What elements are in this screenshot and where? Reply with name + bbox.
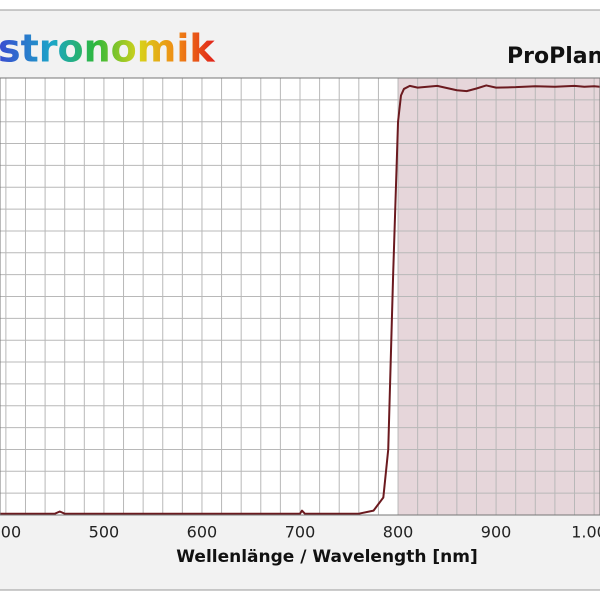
x-tick-label: 500 <box>89 523 120 542</box>
x-tick-label: 600 <box>187 523 218 542</box>
x-tick-label: 700 <box>285 523 316 542</box>
transmission-curve <box>0 84 600 515</box>
x-tick-label: 900 <box>481 523 512 542</box>
x-axis-title: Wellenlänge / Wavelength [nm] <box>176 547 477 567</box>
logo: stronomik <box>0 27 215 71</box>
chart-title: ProPlan <box>507 44 600 69</box>
plot-border <box>0 77 600 516</box>
x-tick-label: 1.000 <box>571 523 600 542</box>
x-tick-label: 800 <box>383 523 414 542</box>
x-tick-label: 400 <box>0 523 21 542</box>
